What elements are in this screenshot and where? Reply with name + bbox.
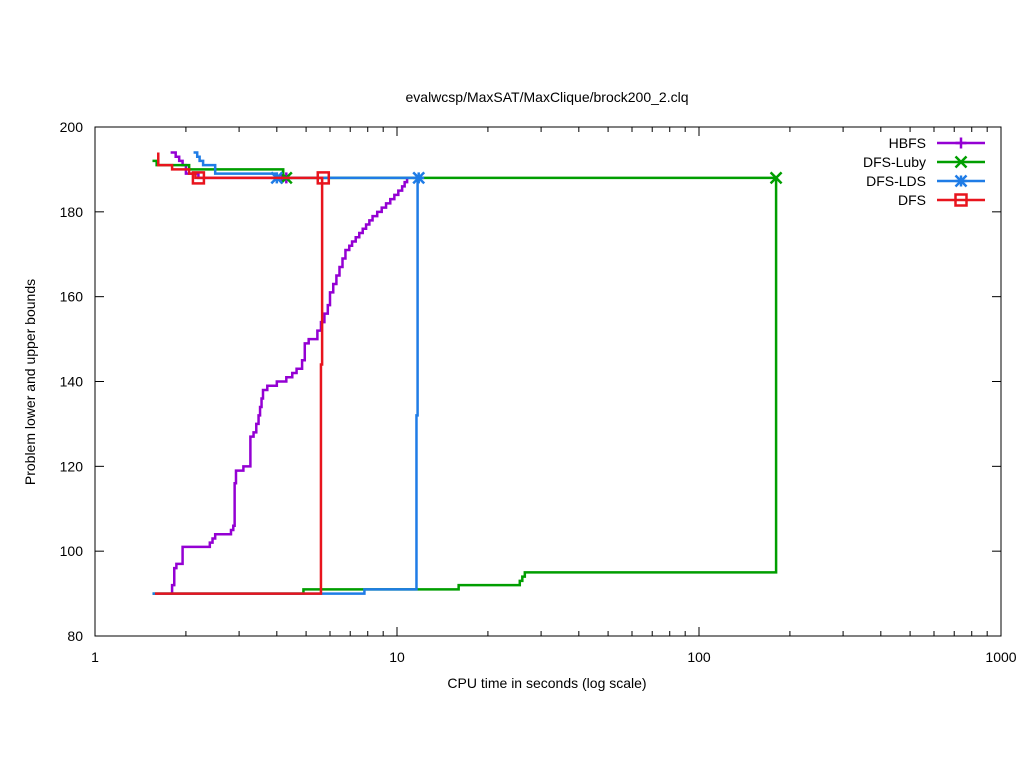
legend-item: DFS-Luby — [863, 154, 985, 170]
y-axis-label: Problem lower and upper bounds — [22, 279, 38, 485]
series-layer — [152, 151, 783, 595]
series-line — [170, 177, 409, 595]
x-tick-label: 1000 — [985, 649, 1016, 665]
series-line — [152, 177, 778, 595]
legend-item: DFS-LDS — [866, 173, 985, 189]
legend-marker — [955, 137, 967, 149]
legend-label: HBFS — [889, 135, 926, 151]
legend-label: DFS-LDS — [866, 173, 926, 189]
series-marker — [412, 171, 426, 185]
legend-marker-stroke — [954, 155, 968, 169]
x-tick-label: 10 — [389, 649, 405, 665]
series-marker-stroke — [769, 171, 783, 185]
chart-title: evalwcsp/MaxSAT/MaxClique/brock200_2.clq — [406, 89, 689, 105]
legend-label: DFS-Luby — [863, 154, 926, 170]
series-marker-box — [316, 171, 331, 185]
series-dfs — [154, 152, 331, 595]
y-tick-label: 120 — [60, 458, 84, 474]
y-tick-label: 160 — [60, 289, 84, 305]
y-tick-label: 180 — [60, 204, 84, 220]
legend-marker-box — [954, 193, 968, 207]
series-line — [157, 152, 324, 180]
legend-label: DFS — [898, 192, 926, 208]
series-line — [152, 176, 419, 595]
series-marker — [769, 171, 783, 185]
series-marker-stroke — [412, 171, 426, 185]
series-marker — [316, 171, 331, 185]
legend-marker — [954, 193, 968, 207]
y-tick-label: 80 — [67, 628, 83, 644]
legend-marker — [954, 155, 968, 169]
legend-marker-stroke — [954, 174, 968, 188]
y-tick-label: 140 — [60, 374, 84, 390]
y-tick-label: 200 — [60, 119, 84, 135]
legend-item: DFS — [898, 192, 985, 208]
x-tick-label: 100 — [687, 649, 711, 665]
legend-item: HBFS — [889, 135, 985, 151]
x-axis-label: CPU time in seconds (log scale) — [447, 675, 646, 691]
legend-marker — [954, 174, 968, 188]
legend: HBFS DFS-Luby DFS-LDS DFS — [863, 135, 985, 208]
plot-frame — [94, 126, 1002, 637]
x-tick-label: 1 — [91, 649, 99, 665]
series-marker-box — [191, 171, 206, 185]
series-line — [170, 151, 287, 180]
series-marker — [191, 171, 206, 185]
y-tick-label: 100 — [60, 543, 84, 559]
